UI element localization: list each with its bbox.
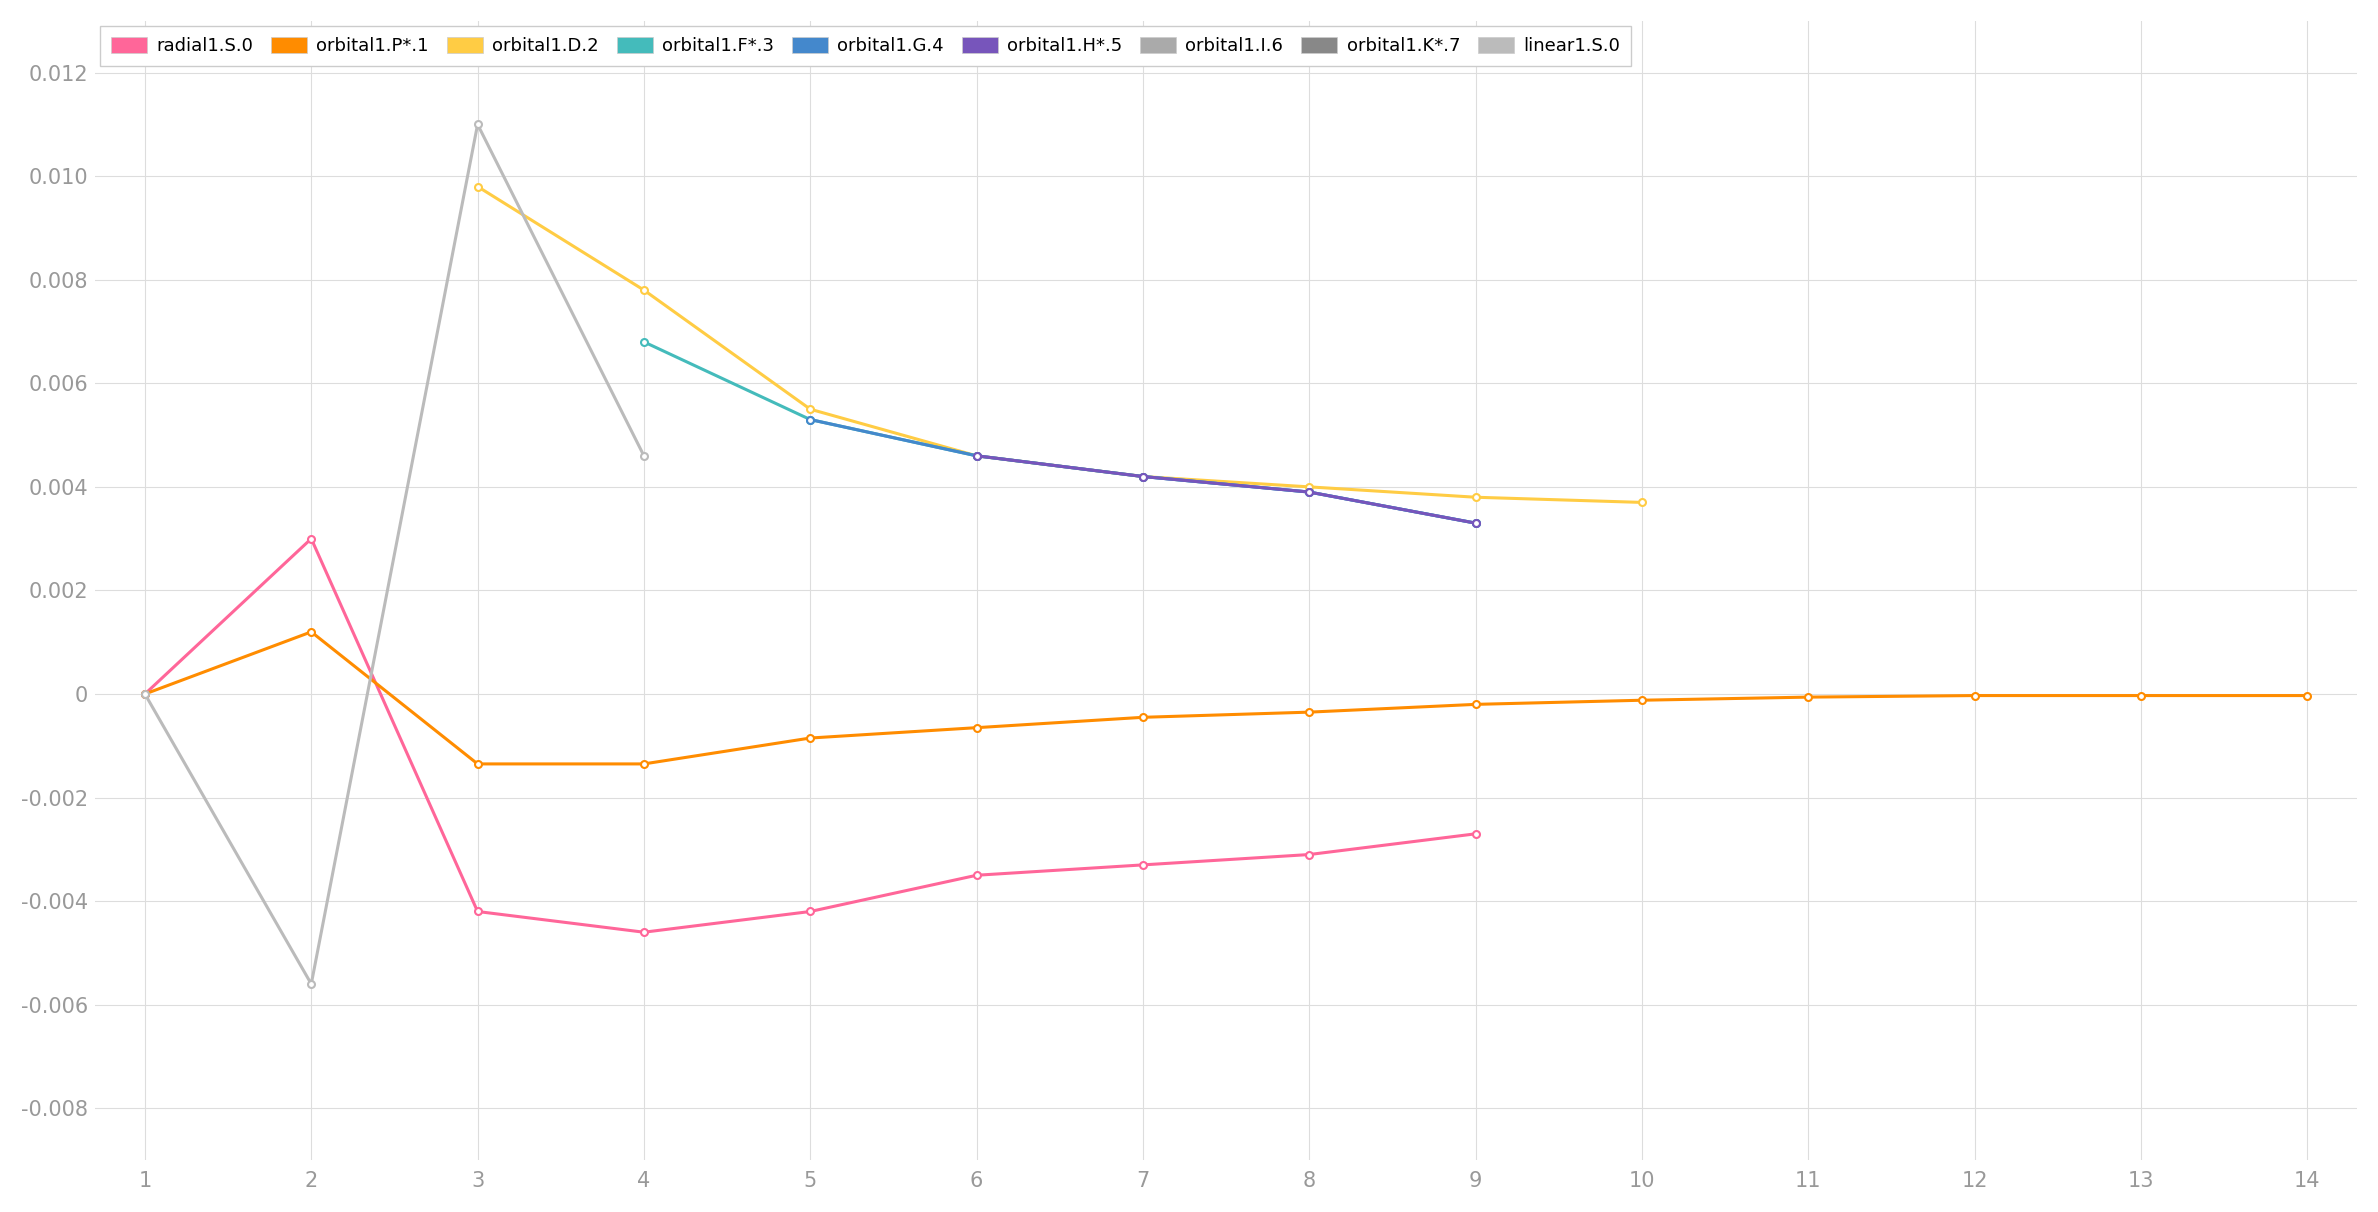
radial1.S.0 bbox=[797, 904, 825, 919]
orbital1.D.2 bbox=[630, 282, 659, 297]
orbital1.G.4 bbox=[1462, 516, 1491, 531]
orbital1.F*.3 bbox=[1462, 516, 1491, 531]
orbital1.P*.1 bbox=[297, 624, 326, 639]
radial1.S.0 bbox=[630, 925, 659, 939]
linear1.S.0 bbox=[131, 687, 159, 702]
orbital1.H*.5 bbox=[1462, 516, 1491, 531]
orbital1.P*.1 bbox=[131, 687, 159, 702]
linear1.S.0 bbox=[464, 118, 492, 132]
radial1.S.0 bbox=[297, 531, 326, 545]
orbital1.P*.1 bbox=[2292, 688, 2321, 703]
Line: orbital1.G.4: orbital1.G.4 bbox=[806, 416, 1479, 526]
orbital1.F*.3 bbox=[963, 448, 992, 463]
orbital1.P*.1 bbox=[1462, 697, 1491, 711]
orbital1.D.2 bbox=[1130, 469, 1158, 484]
radial1.S.0 bbox=[963, 868, 992, 882]
Line: orbital1.H*.5: orbital1.H*.5 bbox=[973, 452, 1479, 526]
Line: linear1.S.0: linear1.S.0 bbox=[140, 121, 647, 988]
orbital1.F*.3 bbox=[797, 412, 825, 427]
Legend: radial1.S.0, orbital1.P*.1, orbital1.D.2, orbital1.F*.3, orbital1.G.4, orbital1.: radial1.S.0, orbital1.P*.1, orbital1.D.2… bbox=[100, 27, 1631, 67]
orbital1.H*.5 bbox=[1296, 485, 1325, 499]
orbital1.D.2 bbox=[1462, 490, 1491, 504]
orbital1.D.2 bbox=[1627, 496, 1655, 510]
orbital1.F*.3 bbox=[1296, 485, 1325, 499]
orbital1.P*.1 bbox=[1130, 710, 1158, 725]
orbital1.P*.1 bbox=[1627, 693, 1655, 708]
radial1.S.0 bbox=[1130, 858, 1158, 873]
orbital1.P*.1 bbox=[464, 756, 492, 771]
Line: radial1.S.0: radial1.S.0 bbox=[140, 536, 1479, 936]
orbital1.P*.1 bbox=[630, 756, 659, 771]
orbital1.P*.1 bbox=[1296, 705, 1325, 720]
orbital1.G.4 bbox=[963, 448, 992, 463]
orbital1.D.2 bbox=[963, 448, 992, 463]
orbital1.D.2 bbox=[1296, 480, 1325, 494]
orbital1.F*.3 bbox=[1130, 469, 1158, 484]
radial1.S.0 bbox=[464, 904, 492, 919]
orbital1.F*.3 bbox=[630, 335, 659, 349]
radial1.S.0 bbox=[131, 687, 159, 702]
Line: orbital1.D.2: orbital1.D.2 bbox=[473, 183, 1646, 505]
orbital1.P*.1 bbox=[963, 720, 992, 734]
radial1.S.0 bbox=[1462, 827, 1491, 841]
Line: orbital1.P*.1: orbital1.P*.1 bbox=[140, 628, 2311, 767]
linear1.S.0 bbox=[630, 448, 659, 463]
linear1.S.0 bbox=[297, 977, 326, 991]
orbital1.H*.5 bbox=[1130, 469, 1158, 484]
orbital1.H*.5 bbox=[963, 448, 992, 463]
orbital1.P*.1 bbox=[797, 731, 825, 745]
orbital1.D.2 bbox=[464, 179, 492, 194]
orbital1.G.4 bbox=[1296, 485, 1325, 499]
radial1.S.0 bbox=[1296, 847, 1325, 862]
orbital1.P*.1 bbox=[1793, 690, 1822, 704]
orbital1.G.4 bbox=[797, 412, 825, 427]
orbital1.D.2 bbox=[797, 402, 825, 417]
orbital1.G.4 bbox=[1130, 469, 1158, 484]
orbital1.P*.1 bbox=[1959, 688, 1988, 703]
Line: orbital1.F*.3: orbital1.F*.3 bbox=[640, 338, 1479, 526]
orbital1.P*.1 bbox=[2126, 688, 2154, 703]
